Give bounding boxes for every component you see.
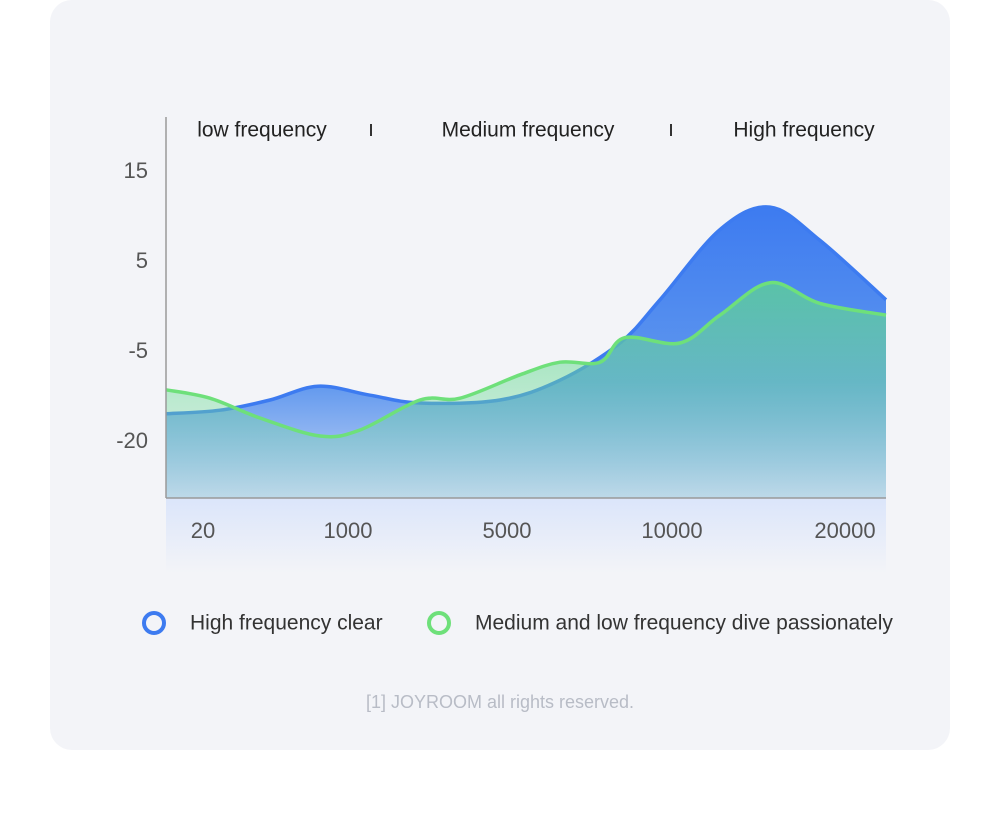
legend-label: Medium and low frequency dive passionate… [475,612,893,635]
y-tick-label: -5 [128,338,148,363]
x-tick-label: 10000 [641,518,702,543]
plot: 15 5 -5 -20 20 1000 5000 10000 20000 High frequen… [116,117,893,635]
legend-marker [142,611,166,635]
y-tick-label: 5 [136,248,148,273]
band-label: low frequency [197,119,327,142]
band-label: High frequency [733,119,875,142]
footer: [1] JOYROOM all rights reserved. [366,692,634,712]
legend-label: High frequency clear [190,612,383,635]
x-tick-label: 5000 [483,518,532,543]
line [165,280,887,439]
y-tick-label: 15 [124,158,148,183]
y-tick-label: -20 [116,428,148,453]
x-tick-label: 1000 [324,518,373,543]
area [166,282,886,498]
band-label: Medium frequency [442,119,615,142]
x-tick-label: 20000 [814,518,875,543]
axis-fade [166,498,886,573]
x-tick-label: 20 [191,518,215,543]
legend-marker [427,611,451,635]
